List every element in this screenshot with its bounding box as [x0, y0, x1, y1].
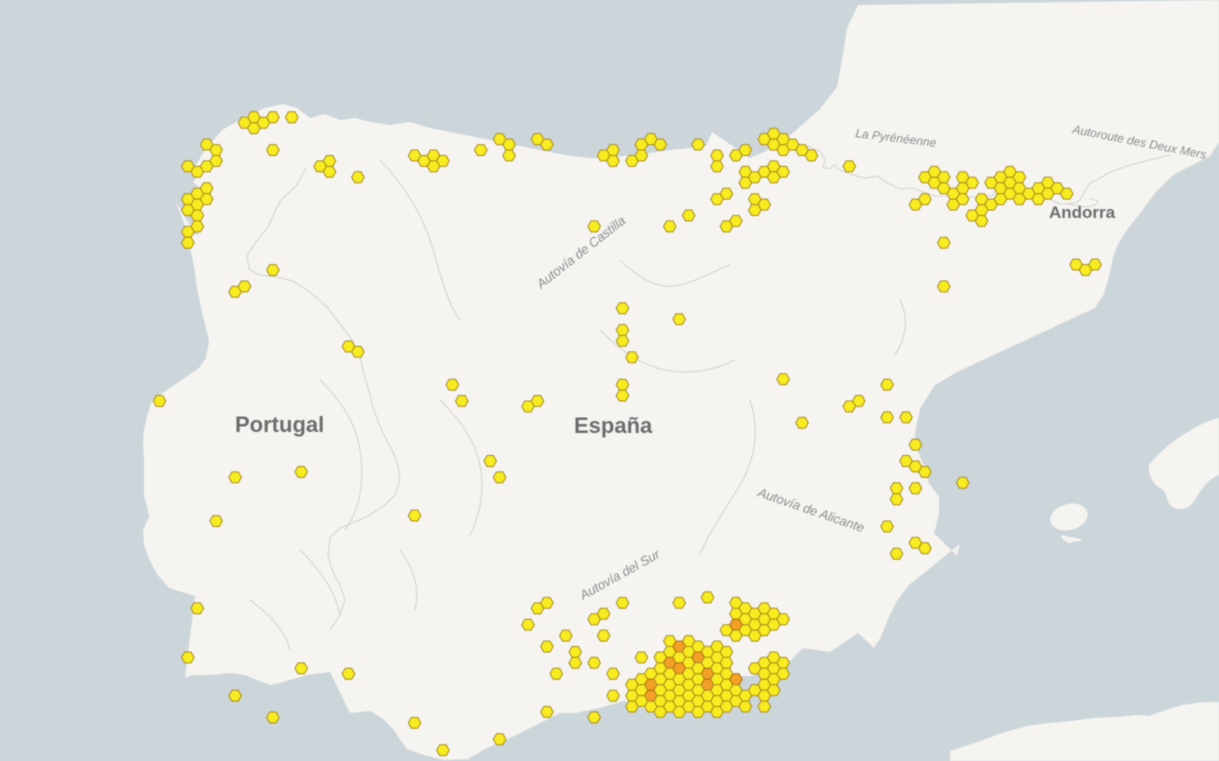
svg-text:Portugal: Portugal: [235, 412, 324, 437]
svg-text:España: España: [574, 413, 653, 438]
svg-text:Andorra: Andorra: [1049, 203, 1116, 222]
